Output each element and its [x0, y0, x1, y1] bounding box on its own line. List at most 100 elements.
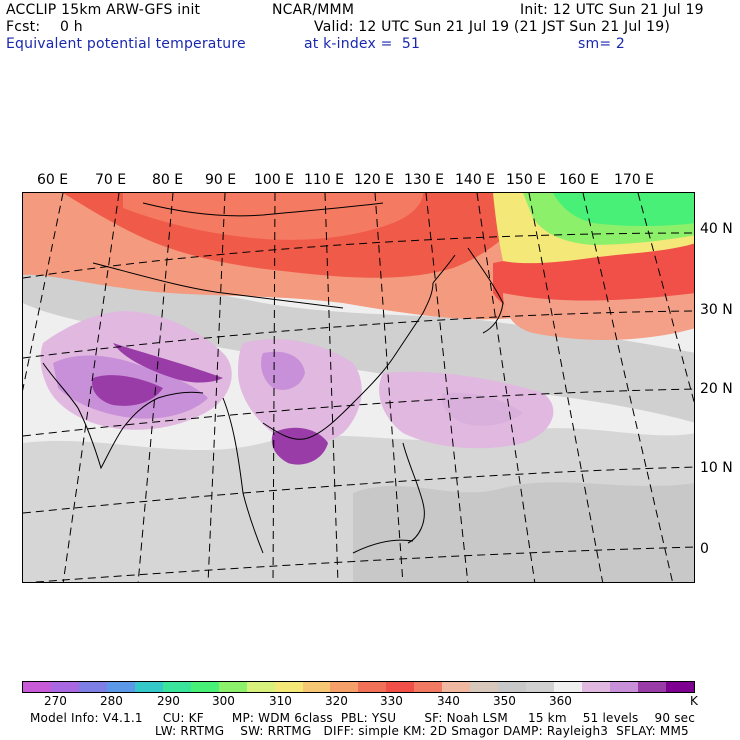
colorbar-tick-label: 320 — [325, 694, 348, 708]
model-title: ACCLIP 15km ARW-GFS init — [6, 2, 201, 18]
india-coast — [42, 362, 159, 470]
china-east-coast — [392, 282, 434, 359]
lat-line-30n — [23, 310, 694, 359]
colorbar-swatch — [470, 682, 499, 692]
mongolia-border — [142, 202, 384, 217]
bay-of-bengal-coast — [157, 391, 204, 399]
theta-e-map — [22, 192, 695, 583]
lon-line — [374, 193, 404, 582]
colorbar-tick-label: 310 — [269, 694, 292, 708]
colorbar-swatch — [106, 682, 135, 692]
lon-label: 60 E — [37, 172, 69, 188]
colorbar-swatch — [610, 682, 638, 692]
valid-time: Valid: 12 UTC Sun 21 Jul 19 (21 JST Sun … — [314, 19, 671, 35]
lon-line — [23, 193, 64, 391]
field-name: Equivalent potential temperature — [6, 36, 246, 52]
lon-line — [137, 193, 174, 582]
colorbar-tick-label: 350 — [493, 694, 516, 708]
lon-line — [582, 193, 674, 582]
lon-line — [425, 193, 469, 582]
lon-label: 120 E — [354, 172, 395, 188]
colorbar — [22, 681, 695, 693]
colorbar-swatch — [330, 682, 359, 692]
lon-label: 170 E — [614, 172, 655, 188]
lat-label: 30 N — [700, 302, 733, 318]
colorbar-swatch — [162, 682, 191, 692]
lon-line — [476, 193, 536, 582]
colorbar-swatch — [582, 682, 611, 692]
level-index: at k-index = 51 — [304, 36, 421, 52]
colorbar-tick-label: 360 — [549, 694, 572, 708]
borneo-coast — [352, 539, 414, 554]
colorbar-tick-label: 290 — [157, 694, 180, 708]
init-time: Init: 12 UTC Sun 21 Jul 19 — [520, 2, 704, 18]
lat-label: 0 — [700, 541, 709, 557]
colorbar-swatch — [50, 682, 79, 692]
lat-line-40n — [23, 232, 694, 279]
colorbar-swatch — [274, 682, 303, 692]
colorbar-tick-label: 270 — [44, 694, 67, 708]
lon-label: 90 E — [205, 172, 237, 188]
dark-purple-band-ganges — [113, 343, 223, 383]
colorbar-swatch — [386, 682, 415, 692]
colorbar-swatch — [358, 682, 387, 692]
lat-line-10n — [23, 466, 694, 514]
orange-red-region — [123, 193, 423, 240]
colorbar-swatch — [637, 682, 666, 692]
lat-line-0 — [29, 546, 694, 582]
colorbar-tick-label: 330 — [380, 694, 403, 708]
green-region — [553, 193, 694, 226]
lat-label: 40 N — [700, 221, 733, 237]
lon-line — [207, 193, 226, 582]
colorbar-tick-label: 300 — [212, 694, 235, 708]
purple-region-yunnan — [261, 351, 305, 390]
lon-label: 160 E — [559, 172, 600, 188]
coastlines — [42, 202, 504, 554]
colorbar-swatch — [246, 682, 275, 692]
colorbar-swatch — [442, 682, 471, 692]
lon-label: 150 E — [506, 172, 547, 188]
colorbar-swatch — [134, 682, 163, 692]
colorbar-swatch — [302, 682, 331, 692]
map-canvas — [23, 193, 694, 582]
forecast-label: Fcst: — [6, 19, 41, 35]
lon-label: 70 E — [95, 172, 127, 188]
colorbar-unit: K — [690, 694, 698, 708]
lon-label: 80 E — [152, 172, 184, 188]
philippines-coast — [402, 442, 425, 544]
colorbar-swatch — [665, 682, 694, 692]
colorbar-swatch — [218, 682, 247, 692]
japan-coast — [467, 247, 504, 334]
dark-purple-region-indochina — [271, 427, 328, 465]
gray-band-southeast — [353, 482, 694, 582]
colorbar-tick-label: 280 — [100, 694, 123, 708]
lat-label: 10 N — [700, 460, 733, 476]
colorbar-swatch — [526, 682, 555, 692]
smoothing: sm= 2 — [578, 36, 626, 52]
lat-label: 20 N — [700, 381, 733, 397]
lon-line — [272, 193, 276, 582]
organization: NCAR/MMM — [272, 2, 355, 18]
colorbar-swatch — [498, 682, 527, 692]
colorbar-swatch — [78, 682, 107, 692]
indochina-coast — [262, 357, 394, 440]
model-info-line1: Model Info: V4.1.1 CU: KF MP: WDM 6class… — [30, 711, 696, 725]
lon-line — [62, 193, 120, 582]
colorbar-swatch — [554, 682, 583, 692]
china-border — [92, 262, 344, 309]
longitude-lines — [23, 193, 694, 582]
gray-band-north — [23, 253, 694, 423]
lon-label: 110 E — [304, 172, 345, 188]
colorbar-swatch — [23, 682, 51, 692]
colorbar-swatch — [414, 682, 443, 692]
lon-label: 130 E — [404, 172, 445, 188]
lon-line — [528, 193, 604, 582]
korea-west-coast — [432, 254, 456, 284]
lon-line — [637, 193, 694, 404]
dark-purple-region-india — [92, 375, 163, 406]
malay-peninsula-coast — [222, 397, 264, 554]
lavender-core-pacific — [442, 392, 523, 426]
lon-label: 140 E — [455, 172, 496, 188]
colorbar-swatch — [190, 682, 219, 692]
lon-line — [324, 193, 339, 582]
